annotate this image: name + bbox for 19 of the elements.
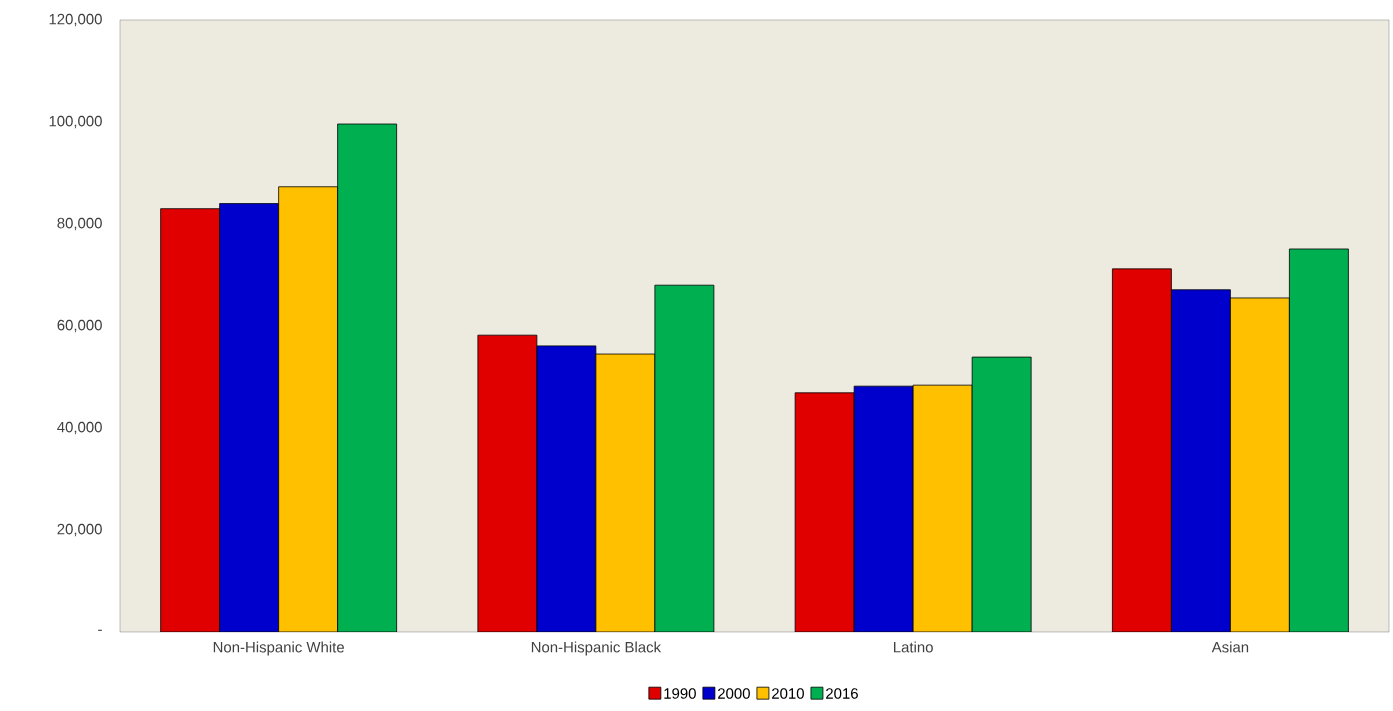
y-tick-label: - bbox=[98, 629, 102, 631]
y-tick-label: 80,000 bbox=[57, 217, 102, 231]
bar bbox=[1289, 248, 1349, 632]
bar bbox=[337, 123, 398, 632]
y-tick-label: 20,000 bbox=[57, 523, 102, 537]
x-tick-label: Asian bbox=[1211, 641, 1249, 653]
x-tick-label: Latino bbox=[894, 641, 933, 653]
y-tick-label: 40,000 bbox=[57, 421, 102, 435]
x-tick-label: Non-Hispanic White bbox=[213, 641, 344, 656]
legend-label: 2000 bbox=[718, 688, 750, 699]
bar bbox=[654, 284, 715, 632]
y-tick-label: 60,000 bbox=[57, 319, 102, 333]
y-tick-label: 120,000 bbox=[49, 13, 102, 27]
legend-label: 2010 bbox=[772, 688, 804, 699]
x-tick-label: Non-Hispanic Black bbox=[531, 641, 662, 656]
bar bbox=[971, 356, 1032, 632]
legend-label: 2016 bbox=[826, 688, 858, 699]
legend-label: 1990 bbox=[664, 688, 696, 699]
y-tick-label: 100,000 bbox=[49, 115, 102, 129]
